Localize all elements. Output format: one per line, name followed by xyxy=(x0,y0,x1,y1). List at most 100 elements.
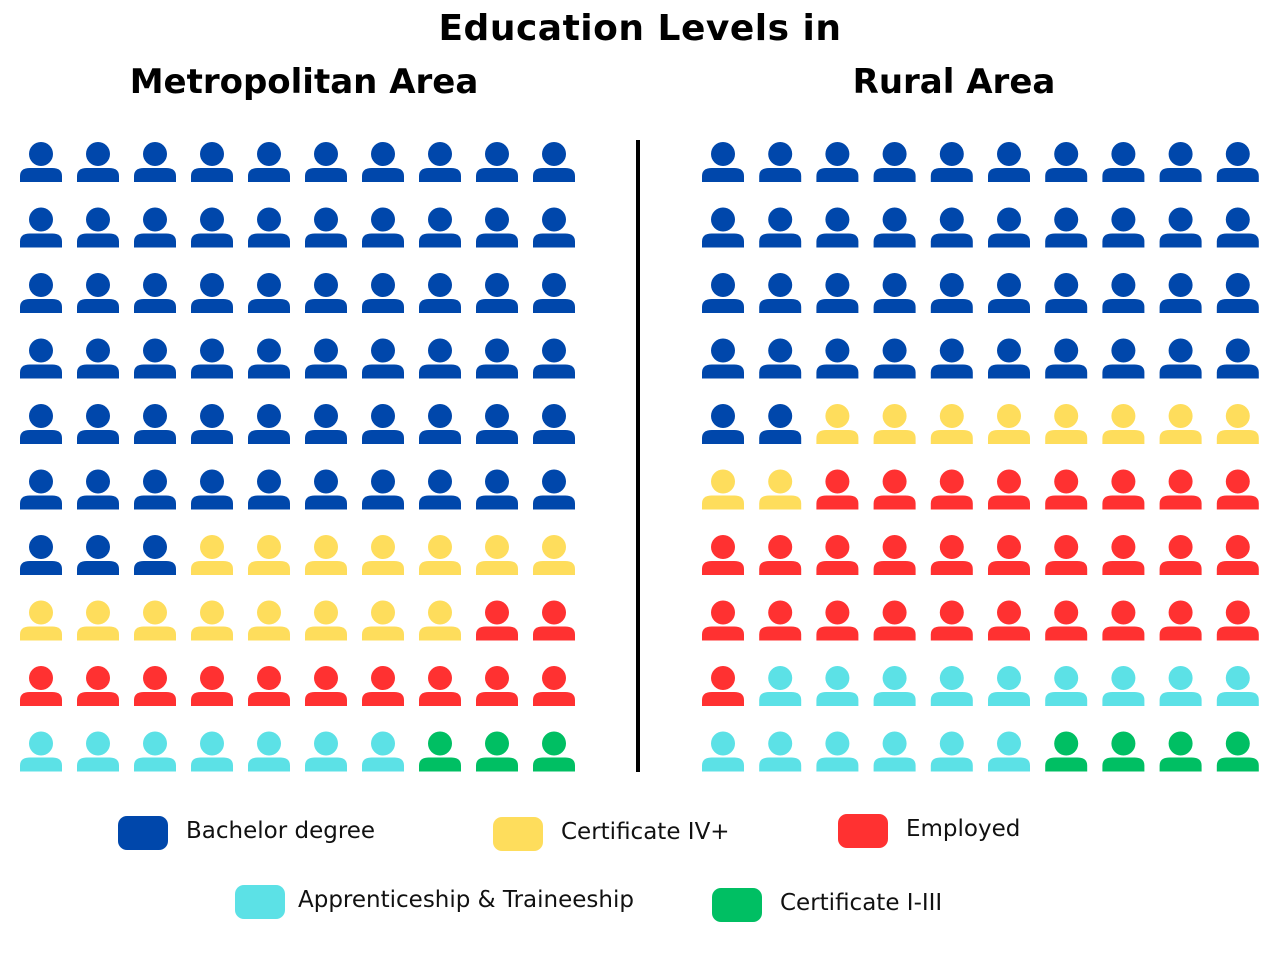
person-icon-bachelor-degree xyxy=(1102,142,1145,182)
person-icon-bachelor-degree xyxy=(134,535,176,575)
person-icon-employed xyxy=(533,600,575,641)
person-icon-bachelor-degree xyxy=(77,469,119,510)
person-icon-certificate-i-iii xyxy=(1045,731,1088,772)
person-icon-bachelor-degree xyxy=(20,338,62,379)
person-icon-bachelor-degree xyxy=(702,404,744,444)
person-icon-bachelor-degree xyxy=(134,338,176,379)
person-icon-certificate-iv xyxy=(362,535,404,575)
person-icon-bachelor-degree xyxy=(248,469,290,510)
person-icon-apprenticeship-traineeship xyxy=(930,666,973,706)
person-icon-bachelor-degree xyxy=(20,273,62,313)
person-icon-certificate-iv xyxy=(248,535,290,575)
person-icon-bachelor-degree xyxy=(533,338,575,379)
person-icon-apprenticeship-traineeship xyxy=(134,731,176,772)
person-icon-certificate-iv xyxy=(134,600,176,641)
person-icon-apprenticeship-traineeship xyxy=(816,666,859,706)
person-icon-bachelor-degree xyxy=(419,469,461,510)
person-icon-certificate-iv xyxy=(1102,404,1145,444)
legend-swatch xyxy=(712,888,762,922)
person-icon-apprenticeship-traineeship xyxy=(988,666,1030,706)
person-icon-apprenticeship-traineeship xyxy=(20,731,62,772)
person-icon-employed xyxy=(191,666,233,706)
person-icon-certificate-iv xyxy=(816,404,859,444)
legend-label: Certificate IV+ xyxy=(561,819,730,845)
person-icon-bachelor-degree xyxy=(1159,142,1202,182)
person-icon-bachelor-degree xyxy=(1159,273,1202,313)
person-icon-bachelor-degree xyxy=(305,404,347,444)
person-icon-employed xyxy=(362,666,404,706)
rural-panel-title: Rural Area xyxy=(852,62,1056,102)
person-icon-certificate-iv xyxy=(1045,404,1088,444)
person-icon-bachelor-degree xyxy=(533,142,575,182)
person-icon-employed xyxy=(930,600,973,641)
person-icon-certificate-iv xyxy=(305,600,347,641)
person-icon-apprenticeship-traineeship xyxy=(1045,666,1088,706)
person-icon-bachelor-degree xyxy=(77,338,119,379)
person-icon-bachelor-degree xyxy=(191,469,233,510)
person-icon-bachelor-degree xyxy=(134,404,176,444)
person-icon-bachelor-degree xyxy=(362,404,404,444)
person-icon-bachelor-degree xyxy=(20,404,62,444)
person-icon-employed xyxy=(930,535,973,575)
person-icon-bachelor-degree xyxy=(77,273,119,313)
person-icon-bachelor-degree xyxy=(759,273,802,313)
person-icon-bachelor-degree xyxy=(419,273,461,313)
person-icon-certificate-iv xyxy=(191,535,233,575)
person-icon-apprenticeship-traineeship xyxy=(759,666,802,706)
person-icon-bachelor-degree xyxy=(988,338,1030,379)
person-icon-bachelor-degree xyxy=(191,404,233,444)
person-icon-bachelor-degree xyxy=(533,469,575,510)
person-icon-bachelor-degree xyxy=(77,404,119,444)
person-icon-employed xyxy=(702,666,744,706)
person-icon-bachelor-degree xyxy=(702,207,744,248)
person-icon-bachelor-degree xyxy=(702,338,744,379)
person-icon-bachelor-degree xyxy=(419,142,461,182)
person-icon-bachelor-degree xyxy=(20,535,62,575)
person-icon-employed xyxy=(1102,469,1145,510)
metropolitan-panel-title: Metropolitan Area xyxy=(129,62,479,102)
person-icon-employed xyxy=(476,666,518,706)
person-icon-bachelor-degree xyxy=(988,207,1030,248)
person-icon-bachelor-degree xyxy=(702,142,744,182)
person-icon-bachelor-degree xyxy=(873,338,916,379)
person-icon-employed xyxy=(305,666,347,706)
person-icon-employed xyxy=(1045,469,1088,510)
person-icon-employed xyxy=(988,469,1030,510)
legend-label: Certificate I-III xyxy=(780,890,943,916)
person-icon-apprenticeship-traineeship xyxy=(759,731,802,772)
person-icon-bachelor-degree xyxy=(476,469,518,510)
person-icon-bachelor-degree xyxy=(248,404,290,444)
person-icon-employed xyxy=(77,666,119,706)
person-icon-certificate-iv xyxy=(77,600,119,641)
person-icon-employed xyxy=(702,535,744,575)
person-icon-employed xyxy=(248,666,290,706)
person-icon-bachelor-degree xyxy=(476,207,518,248)
person-icon-bachelor-degree xyxy=(1216,142,1259,182)
person-icon-bachelor-degree xyxy=(134,273,176,313)
person-icon-employed xyxy=(1159,469,1202,510)
person-icon-employed xyxy=(759,535,802,575)
person-icon-certificate-iv xyxy=(20,600,62,641)
person-icon-employed xyxy=(134,666,176,706)
person-icon-employed xyxy=(1102,600,1145,641)
person-icon-bachelor-degree xyxy=(1045,207,1088,248)
person-icon-bachelor-degree xyxy=(1159,338,1202,379)
person-icon-bachelor-degree xyxy=(476,273,518,313)
person-icon-certificate-iv xyxy=(1159,404,1202,444)
person-icon-certificate-iv xyxy=(419,600,461,641)
person-icon-certificate-iv xyxy=(1216,404,1259,444)
person-icon-bachelor-degree xyxy=(419,338,461,379)
person-icon-apprenticeship-traineeship xyxy=(1159,666,1202,706)
person-icon-apprenticeship-traineeship xyxy=(77,731,119,772)
person-icon-certificate-iv xyxy=(476,535,518,575)
person-icon-bachelor-degree xyxy=(930,142,973,182)
person-icon-bachelor-degree xyxy=(930,207,973,248)
legend-swatch xyxy=(838,814,888,848)
person-icon-apprenticeship-traineeship xyxy=(248,731,290,772)
person-icon-bachelor-degree xyxy=(1216,338,1259,379)
person-icon-bachelor-degree xyxy=(248,338,290,379)
person-icon-bachelor-degree xyxy=(816,338,859,379)
person-icon-apprenticeship-traineeship xyxy=(362,731,404,772)
person-icon-bachelor-degree xyxy=(476,142,518,182)
person-icon-bachelor-degree xyxy=(1216,273,1259,313)
